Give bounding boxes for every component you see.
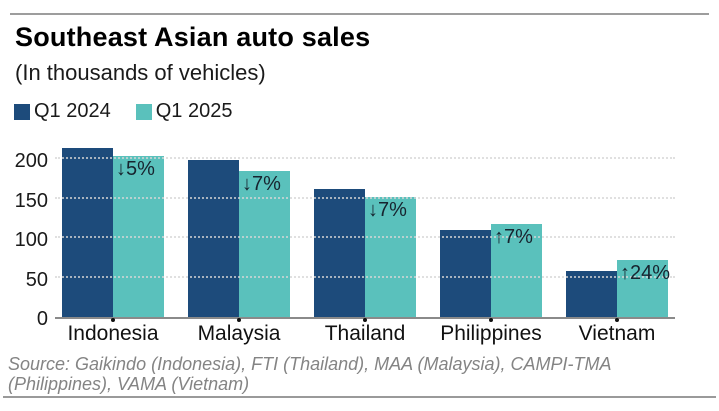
gridline [55,236,675,239]
x-axis-label-vietnam: Vietnam [578,322,656,345]
x-tick-dot [237,318,241,322]
legend-swatch-q1-2024 [14,103,30,120]
gridline [55,275,675,278]
x-axis-labels: Indonesia Malaysia Thailand Philippines Viet… [55,322,675,346]
x-axis-label-malaysia: Malaysia [197,322,281,345]
x-axis-label-indonesia: Indonesia [67,322,159,345]
chart-subtitle: (In thousands of vehicles) [15,60,266,85]
x-tick-dot [111,318,115,322]
bar-q1-2024 [188,160,239,317]
bar-q1-2025 [365,197,416,317]
x-axis-label-philippines: Philippines [440,322,542,345]
gridline [55,157,675,160]
x-tick-dot [363,318,367,322]
bar-group-philippines: ↑7% [440,139,542,322]
y-tick-label: 150 [14,189,48,212]
legend-item-q1-2025: Q1 2025 [135,100,233,123]
x-axis-label-thailand: Thailand [324,322,406,345]
bar-q1-2024 [440,230,491,317]
source-line-1: Source: Gaikindo (Indonesia), FTI (Thail… [8,354,612,374]
y-axis: 0 50 100 150 200 [0,139,50,330]
plot-area: ↓5% ↓7% ↓7% ↑7% ↑24% [55,139,675,322]
x-tick-dot [489,318,493,322]
source-line-2: (Philippines), VAMA (Vietnam) [8,374,250,394]
x-tick-dot [615,318,619,322]
bar-q1-2024 [62,147,113,317]
legend-item-q1-2024: Q1 2024 [14,100,111,123]
bar-q1-2024 [566,271,617,317]
pct-annotation: ↑24% [620,262,671,285]
bar-q1-2025 [491,224,542,317]
gridline [55,196,675,199]
bottom-divider [3,396,716,398]
bar-q1-2025 [239,171,290,317]
pct-annotation: ↓7% [368,199,407,222]
y-tick-label: 100 [14,229,48,252]
bar-group-vietnam: ↑24% [566,139,671,322]
pct-annotation: ↓7% [242,173,281,196]
pct-annotation: ↓5% [116,157,155,180]
chart-title: Southeast Asian auto sales [15,22,371,52]
legend-swatch-q1-2025 [135,103,152,120]
bar-q1-2025 [617,260,668,317]
y-tick-label: 200 [14,150,48,173]
bar-group-indonesia: ↓5% [62,139,164,322]
bar-group-malaysia: ↓7% [188,139,290,322]
source-note: Source: Gaikindo (Indonesia), FTI (Thail… [8,354,698,394]
pct-annotation: ↑7% [494,226,533,249]
top-divider [10,13,709,15]
y-tick-label: 50 [25,268,48,291]
legend-label-q1-2024: Q1 2024 [34,100,111,122]
legend-label-q1-2025: Q1 2025 [155,100,233,122]
bar-group-thailand: ↓7% [314,139,416,322]
bar-q1-2024 [314,188,365,317]
legend: Q1 2024 Q1 2025 [14,100,232,123]
y-tick-label: 0 [36,308,48,330]
